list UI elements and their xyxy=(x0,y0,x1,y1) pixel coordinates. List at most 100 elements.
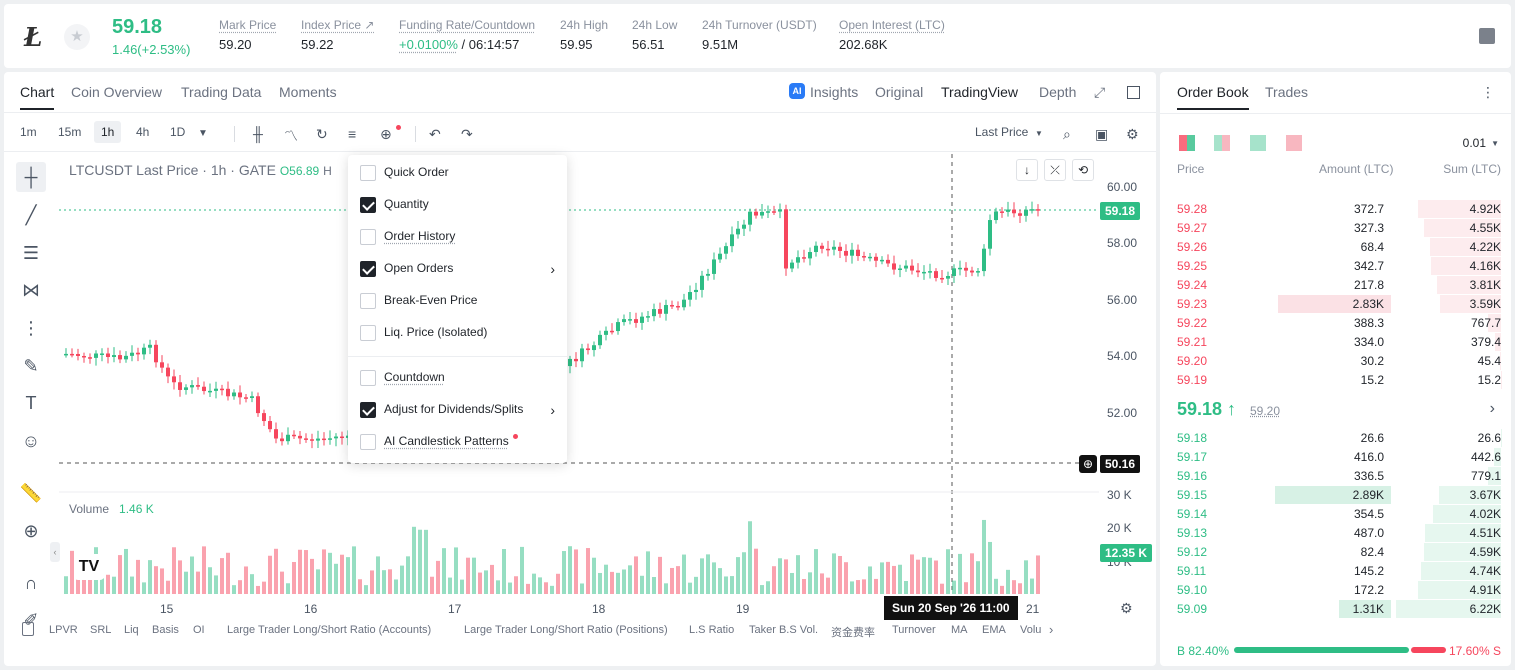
refresh-icon[interactable]: ↻ xyxy=(316,126,328,142)
chevron-down-icon[interactable]: ▼ xyxy=(198,128,208,139)
indicator-toggle-icon[interactable] xyxy=(22,622,34,636)
menu-item-quick-order[interactable]: Quick Order xyxy=(360,165,449,185)
zoom-in-icon[interactable]: ⊕ xyxy=(23,521,39,541)
camera-icon[interactable]: ▣ xyxy=(1095,126,1109,142)
ask-row[interactable]: 59.27 327.3 4.55K xyxy=(1160,219,1511,238)
trendline-tool-icon[interactable]: ╱ xyxy=(25,205,37,225)
menu-item-countdown[interactable]: Countdown xyxy=(360,370,445,390)
bid-row[interactable]: 59.17 416.0 442.6 xyxy=(1160,448,1511,467)
ask-row[interactable]: 59.28 372.7 4.92K xyxy=(1160,200,1511,219)
indicator-taker-vol[interactable]: Taker B.S Vol. xyxy=(749,624,819,636)
crosshair-tool-icon[interactable]: ┼ xyxy=(16,162,46,192)
tab-trades[interactable]: Trades xyxy=(1265,84,1309,100)
gear-icon[interactable]: ⚙ xyxy=(1126,126,1139,142)
tab-moments[interactable]: Moments xyxy=(279,84,337,100)
timeframe-4h[interactable]: 4h xyxy=(136,125,150,139)
bid-row[interactable]: 59.18 26.6 26.6 xyxy=(1160,429,1511,448)
checkbox[interactable] xyxy=(360,370,376,386)
search-icon[interactable]: ⌕ xyxy=(1063,126,1071,142)
collapse-icon[interactable]: ⤫ xyxy=(1044,159,1066,181)
indicator-ema[interactable]: EMA xyxy=(982,624,1006,636)
indicator-volume[interactable]: Volu xyxy=(1020,624,1042,636)
ask-row[interactable]: 59.19 15.2 15.2 xyxy=(1160,371,1511,390)
magnet-icon[interactable]: ∩ xyxy=(24,573,38,593)
bid-row[interactable]: 59.16 336.5 779.1 xyxy=(1160,467,1511,486)
ask-row[interactable]: 59.20 30.2 45.4 xyxy=(1160,352,1511,371)
pattern-tool-icon[interactable]: ⋈ xyxy=(22,280,40,300)
bid-row[interactable]: 59.15 2.89K 3.67K xyxy=(1160,486,1511,505)
checkbox[interactable] xyxy=(360,402,376,418)
checkbox[interactable] xyxy=(360,165,376,181)
menu-item-break-even[interactable]: Break-Even Price xyxy=(360,293,477,313)
menu-item-open-orders[interactable]: Open Orders › xyxy=(360,261,555,281)
view-both-icon[interactable] xyxy=(1179,135,1195,151)
tab-chart[interactable]: Chart xyxy=(20,84,55,110)
chevron-down-icon[interactable]: ▼ xyxy=(1035,129,1043,138)
indicator-ma[interactable]: MA xyxy=(951,624,968,636)
lock-drawing-icon[interactable]: ✐ xyxy=(23,610,39,630)
collapse-sidebar-icon[interactable]: ‹ xyxy=(50,542,60,562)
price-type-select[interactable]: Last Price xyxy=(975,125,1029,139)
tab-original[interactable]: Original xyxy=(875,84,924,100)
stat-index-price[interactable]: Index Price ↗ 59.22 xyxy=(301,18,375,52)
indicator-liq[interactable]: Liq xyxy=(124,624,139,636)
checkbox[interactable] xyxy=(360,325,376,341)
tab-depth[interactable]: Depth xyxy=(1039,84,1077,100)
text-tool-icon[interactable]: T xyxy=(25,393,37,413)
chevron-right-icon[interactable]: › xyxy=(1049,622,1054,637)
ask-row[interactable]: 59.24 217.8 3.81K xyxy=(1160,276,1511,295)
indicator-lt-positions[interactable]: Large Trader Long/Short Ratio (Positions… xyxy=(464,624,668,636)
prediction-tool-icon[interactable]: ⋮ xyxy=(22,318,40,338)
price-chart[interactable] xyxy=(59,154,1099,614)
menu-item-ai-patterns[interactable]: AI Candlestick Patterns xyxy=(360,434,518,454)
indicator-lt-accounts[interactable]: Large Trader Long/Short Ratio (Accounts) xyxy=(227,624,432,636)
undo-icon[interactable]: ↶ xyxy=(429,126,441,142)
timeframe-1h[interactable]: 1h xyxy=(94,121,122,143)
scroll-down-icon[interactable]: ↓ xyxy=(1016,159,1038,181)
redo-icon[interactable]: ↷ xyxy=(461,126,473,142)
favorite-star-icon[interactable]: ★ xyxy=(64,24,90,50)
menu-item-adjust-dividends[interactable]: Adjust for Dividends/Splits › xyxy=(360,402,555,422)
checkbox[interactable] xyxy=(360,197,376,213)
precision-select[interactable]: 0.01 xyxy=(1462,136,1486,150)
brush-tool-icon[interactable]: ✎ xyxy=(23,356,39,376)
indicator-turnover[interactable]: Turnover xyxy=(892,624,936,636)
chart-settings-icon[interactable]: ⚙ xyxy=(1120,600,1133,616)
ask-row[interactable]: 59.25 342.7 4.16K xyxy=(1160,257,1511,276)
add-circle-icon[interactable]: ⊕ xyxy=(380,126,392,142)
view-buy-icon[interactable] xyxy=(1250,135,1266,151)
more-options-icon[interactable]: ⋮ xyxy=(1481,84,1495,100)
timeframe-1m[interactable]: 1m xyxy=(20,125,37,139)
candle-type-icon[interactable]: ╫ xyxy=(253,126,263,142)
timeframe-15m[interactable]: 15m xyxy=(58,125,82,139)
indicator-oi[interactable]: OI xyxy=(193,624,205,636)
indicator-srl[interactable]: SRL xyxy=(90,624,112,636)
tab-order-book[interactable]: Order Book xyxy=(1177,84,1249,110)
book-icon[interactable] xyxy=(1479,28,1495,44)
indicators-icon[interactable]: 〽 xyxy=(284,128,298,144)
checkbox[interactable] xyxy=(360,434,376,450)
indicator-ls-ratio[interactable]: L.S Ratio xyxy=(689,624,735,636)
chevron-right-icon[interactable]: › xyxy=(1489,400,1495,417)
menu-item-order-history[interactable]: Order History xyxy=(360,229,455,249)
checkbox[interactable] xyxy=(360,293,376,309)
ask-row[interactable]: 59.21 334.0 379.4 xyxy=(1160,333,1511,352)
view-sell-icon[interactable] xyxy=(1286,135,1302,151)
bid-row[interactable]: 59.09 1.31K 6.22K xyxy=(1160,600,1511,619)
menu-item-quantity[interactable]: Quantity xyxy=(360,197,429,217)
bid-row[interactable]: 59.10 172.2 4.91K xyxy=(1160,581,1511,600)
chevron-down-icon[interactable]: ▼ xyxy=(1491,139,1499,148)
window-icon[interactable] xyxy=(1127,86,1140,99)
indicator-basis[interactable]: Basis xyxy=(152,624,179,636)
bid-row[interactable]: 59.11 145.2 4.74K xyxy=(1160,562,1511,581)
fib-tool-icon[interactable]: ☰ xyxy=(22,243,40,263)
timeframe-1d[interactable]: 1D xyxy=(170,125,186,139)
bid-row[interactable]: 59.13 487.0 4.51K xyxy=(1160,524,1511,543)
checkbox[interactable] xyxy=(360,261,376,277)
menu-item-liq-price[interactable]: Liq. Price (Isolated) xyxy=(360,325,487,345)
ask-row[interactable]: 59.23 2.83K 3.59K xyxy=(1160,295,1511,314)
settings-list-icon[interactable]: ≡ xyxy=(348,126,357,142)
checkbox[interactable] xyxy=(360,229,376,245)
add-order-icon[interactable]: ⊕ xyxy=(1079,455,1097,473)
tab-coin-overview[interactable]: Coin Overview xyxy=(71,84,163,100)
